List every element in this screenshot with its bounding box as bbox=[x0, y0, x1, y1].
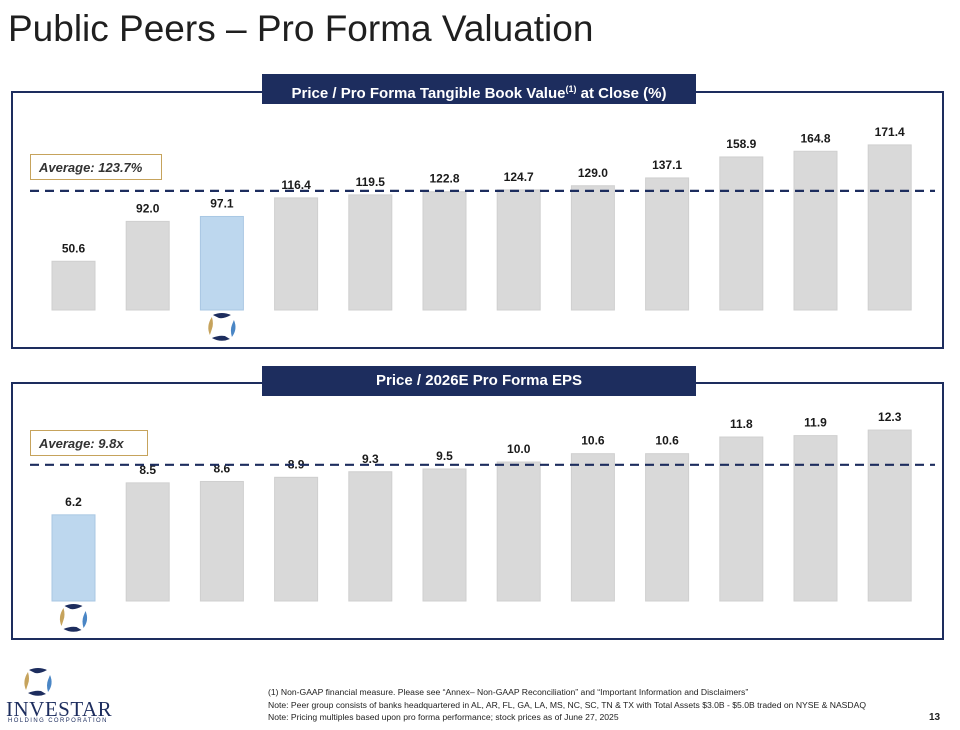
eps-bar bbox=[125, 482, 170, 602]
footnote-2: Note: Peer group consists of banks headq… bbox=[268, 699, 867, 710]
eps-average-label: Average: 9.8x bbox=[30, 430, 148, 456]
eps-data-label: 8.5 bbox=[139, 463, 156, 477]
investar-logo bbox=[24, 668, 52, 696]
ptbv-data-label: 158.9 bbox=[726, 137, 756, 151]
ptbv-data-label: 124.7 bbox=[504, 170, 534, 184]
eps-data-label: 6.2 bbox=[65, 495, 82, 509]
eps-data-label: 9.5 bbox=[436, 449, 453, 463]
eps-data-label: 11.9 bbox=[804, 416, 827, 430]
ptbv-title-main: Price / Pro Forma Tangible Book Value bbox=[291, 85, 566, 102]
ptbv-chart-title: Price / Pro Forma Tangible Book Value(1)… bbox=[262, 74, 696, 104]
footnote-3: Note: Pricing multiples based upon pro f… bbox=[268, 712, 619, 722]
ptbv-bar bbox=[867, 144, 912, 311]
eps-bar bbox=[719, 436, 764, 602]
eps-chart-title: Price / 2026E Pro Forma EPS bbox=[262, 366, 696, 396]
ptbv-average-label: Average: 123.7% bbox=[30, 154, 162, 180]
ptbv-title-footnote: (1) bbox=[565, 84, 577, 94]
investar-star-icon bbox=[24, 668, 52, 696]
eps-bar bbox=[348, 471, 393, 602]
eps-bar bbox=[793, 435, 838, 602]
eps-bar bbox=[199, 480, 244, 602]
eps-bar bbox=[645, 453, 690, 602]
ptbv-data-label: 119.5 bbox=[356, 175, 386, 189]
ptbv-bar bbox=[125, 220, 170, 311]
ptbv-data-label: 137.1 bbox=[652, 158, 682, 172]
eps-data-label: 10.6 bbox=[581, 434, 605, 448]
ptbv-bar bbox=[348, 194, 393, 311]
ptbv-data-label: 97.1 bbox=[210, 196, 234, 210]
ptbv-bar bbox=[51, 260, 96, 311]
ptbv-bar bbox=[496, 189, 541, 311]
ptbv-data-label: 164.8 bbox=[800, 131, 830, 145]
eps-bar bbox=[274, 476, 319, 602]
eps-bar bbox=[867, 429, 912, 602]
page-number: 13 bbox=[929, 712, 941, 723]
ptbv-data-label: 116.4 bbox=[281, 178, 311, 192]
footnote-1: (1) Non-GAAP financial measure. Please s… bbox=[268, 687, 749, 697]
ptbv-bar bbox=[199, 215, 244, 311]
eps-investar-marker-icon bbox=[59, 604, 88, 632]
eps-data-label: 8.9 bbox=[288, 457, 305, 471]
ptbv-investar-marker-icon bbox=[208, 313, 236, 341]
eps-bar bbox=[422, 468, 467, 602]
brand-subtitle: HOLDING CORPORATION bbox=[8, 718, 108, 724]
ptbv-bar bbox=[793, 150, 838, 311]
eps-bar bbox=[51, 514, 96, 602]
eps-data-label: 11.8 bbox=[730, 417, 753, 431]
page-title: Public Peers – Pro Forma Valuation bbox=[8, 8, 594, 49]
ptbv-data-label: 50.6 bbox=[62, 241, 86, 255]
eps-data-label: 10.0 bbox=[507, 442, 531, 456]
brand-name: INVESTAR bbox=[6, 697, 113, 721]
eps-bar bbox=[570, 453, 615, 602]
ptbv-data-label: 171.4 bbox=[875, 125, 905, 139]
ptbv-bar bbox=[422, 191, 467, 311]
eps-data-label: 8.6 bbox=[214, 461, 231, 475]
ptbv-bar bbox=[719, 156, 764, 311]
eps-bar bbox=[496, 461, 541, 602]
ptbv-data-label: 122.8 bbox=[429, 172, 459, 186]
eps-data-label: 12.3 bbox=[878, 410, 902, 424]
eps-data-label: 9.3 bbox=[362, 452, 379, 466]
footnotes: (1) Non-GAAP financial measure. Please s… bbox=[268, 686, 866, 724]
eps-data-label: 10.6 bbox=[655, 434, 679, 448]
ptbv-data-label: 129.0 bbox=[578, 166, 608, 180]
ptbv-bar bbox=[274, 197, 319, 311]
ptbv-title-tail: at Close (%) bbox=[576, 85, 667, 102]
ptbv-data-label: 92.0 bbox=[136, 201, 160, 215]
ptbv-bar bbox=[570, 185, 615, 311]
ptbv-bar bbox=[645, 177, 690, 311]
